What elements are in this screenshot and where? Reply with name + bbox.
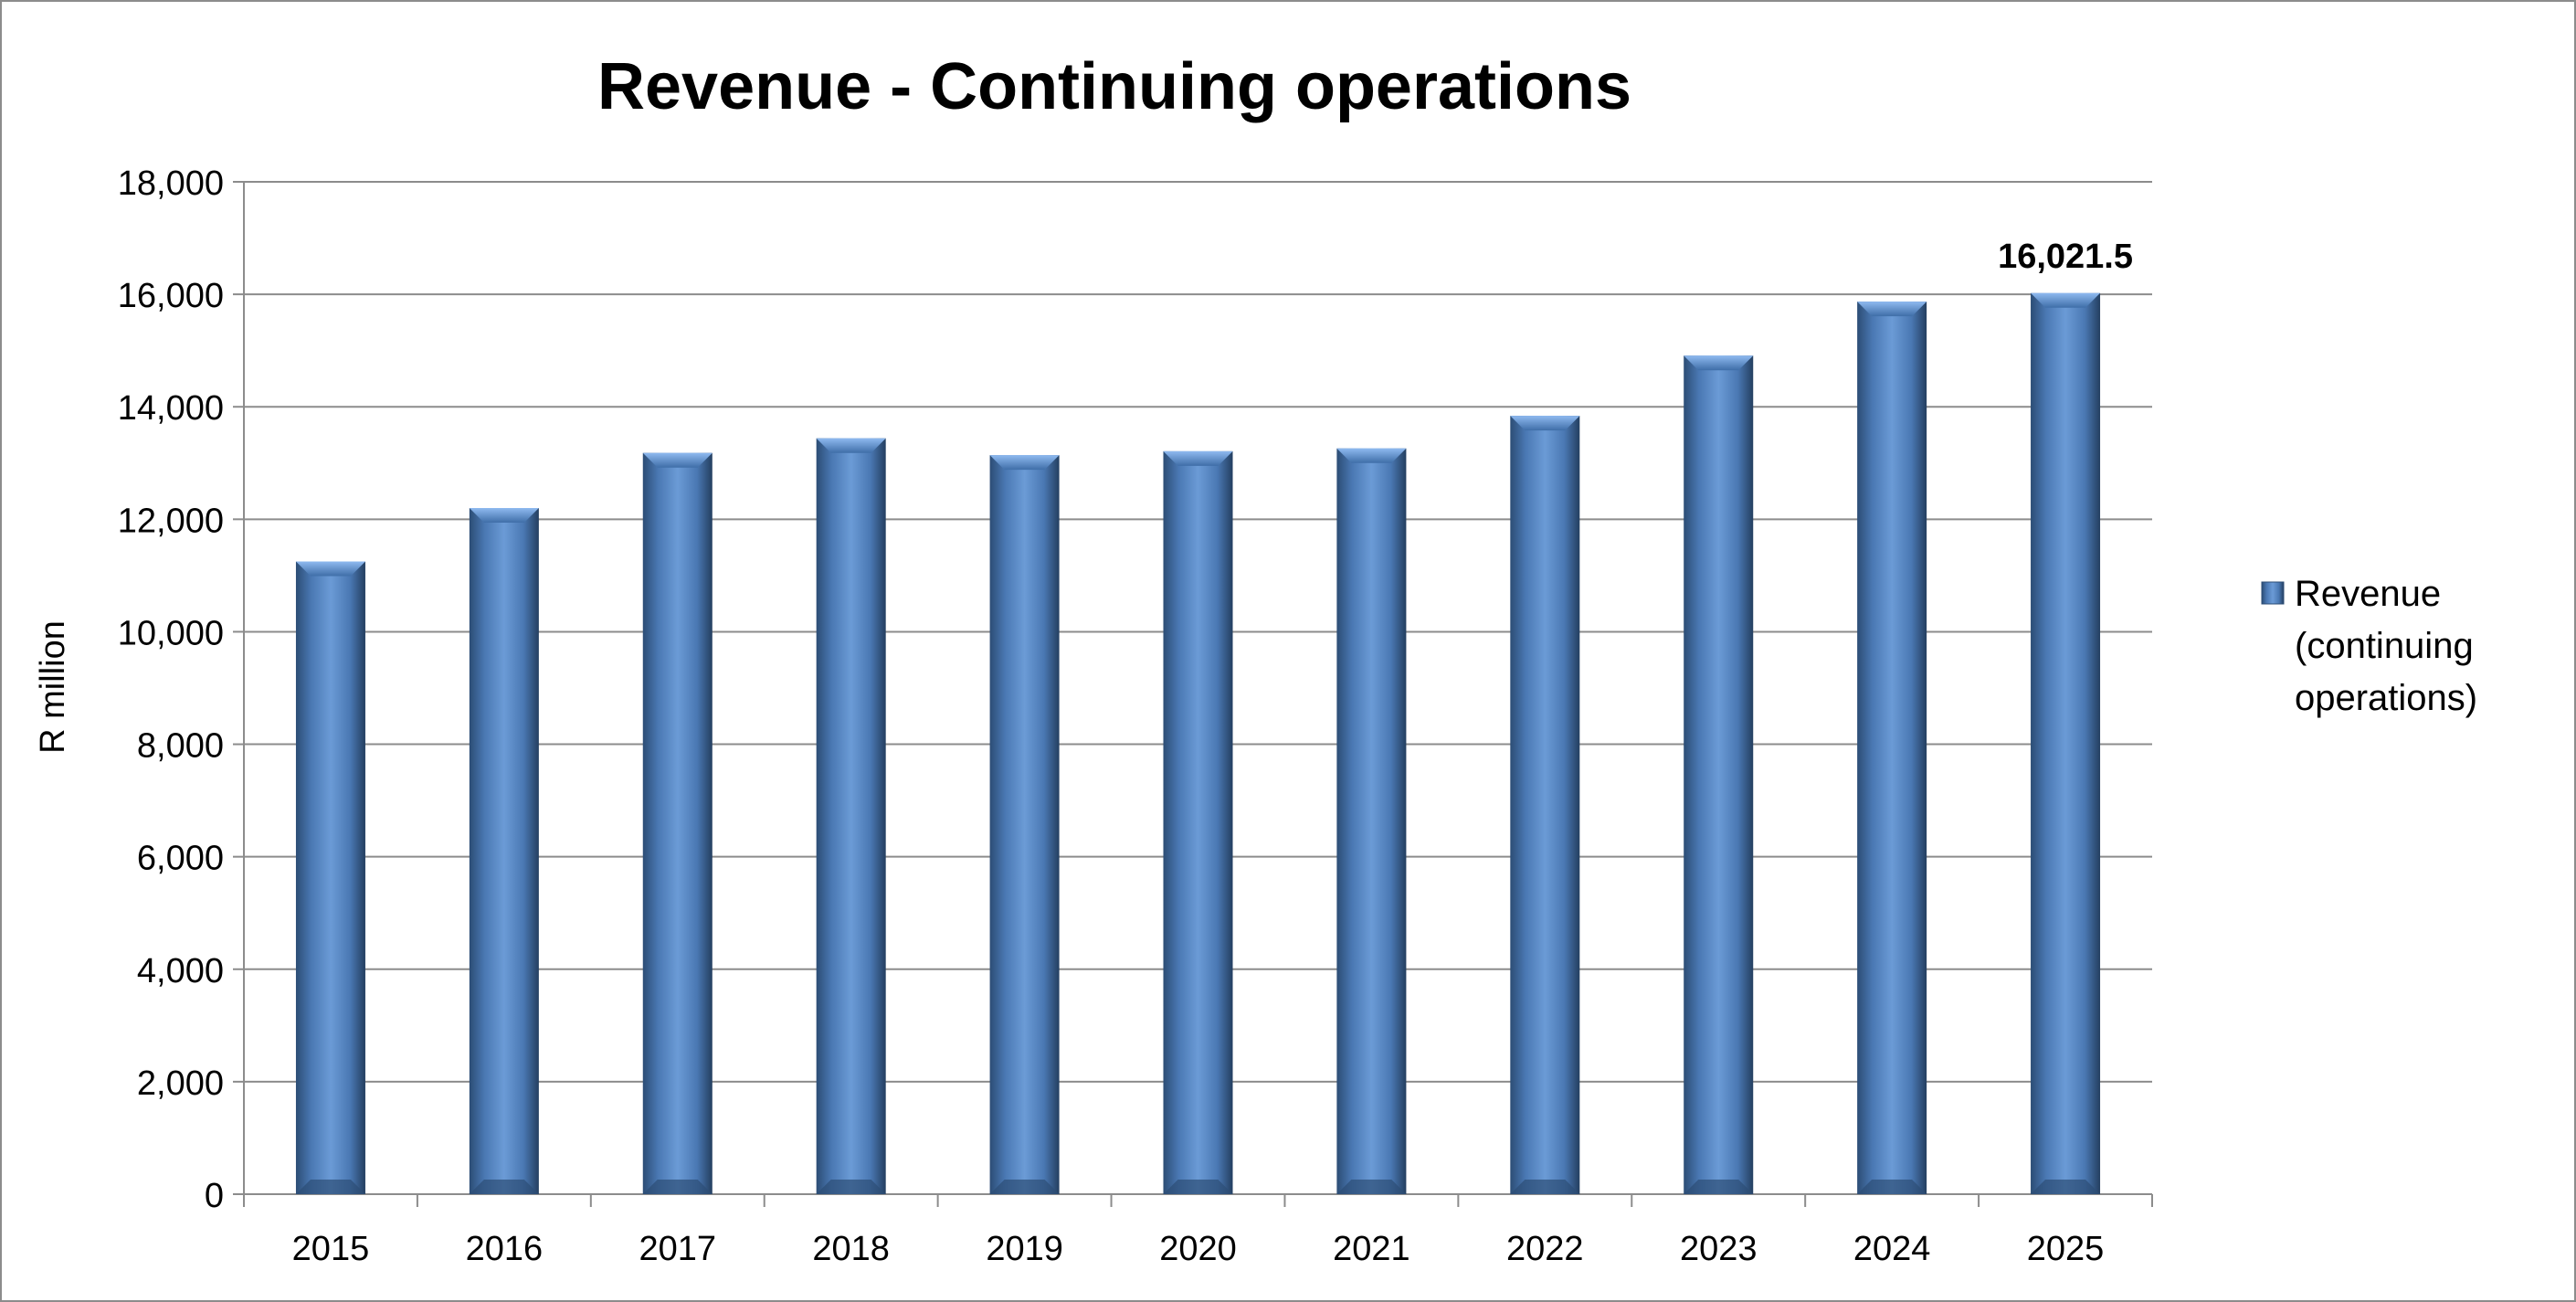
bar-cap <box>816 438 886 453</box>
bar-base <box>1510 1180 1580 1194</box>
y-tick-label: 2,000 <box>137 1064 224 1103</box>
bar-cap <box>642 452 713 468</box>
y-tick-label: 12,000 <box>118 502 224 540</box>
legend-label-line-3: operations) <box>2295 678 2477 718</box>
bar-base <box>1857 1180 1927 1194</box>
y-axis-title: R million <box>34 620 72 754</box>
legend-label-line-2: (continuing <box>2295 626 2474 666</box>
x-tick-label: 2023 <box>1680 1230 1758 1268</box>
bar-base <box>642 1180 713 1194</box>
bar-2022 <box>1510 416 1580 1194</box>
bar-base <box>2031 1180 2101 1194</box>
bar-2023 <box>1684 355 1754 1194</box>
bar-cap <box>2031 292 2101 308</box>
bar-base <box>295 1180 365 1194</box>
bar-2018 <box>816 438 886 1194</box>
bar-2015 <box>295 561 365 1194</box>
y-tick-label: 14,000 <box>118 389 224 428</box>
x-tick-label: 2020 <box>1159 1230 1237 1268</box>
y-tick-label: 10,000 <box>118 614 224 652</box>
bar-cap <box>469 508 539 524</box>
y-tick-label: 18,000 <box>118 164 224 203</box>
x-tick-label: 2018 <box>812 1230 890 1268</box>
bar-2025 <box>2031 292 2101 1194</box>
bar-2024 <box>1857 302 1927 1194</box>
bar-cap <box>1857 302 1927 317</box>
data-label: 16,021.5 <box>1998 238 2133 276</box>
x-tick-label: 2015 <box>292 1230 370 1268</box>
tick-labels: 0 2,000 4,000 6,000 8,000 10,000 12,000 14,000 1… <box>118 164 2133 1268</box>
bar-base <box>989 1180 1060 1194</box>
bars <box>295 292 2101 1195</box>
y-tick-label: 16,000 <box>118 277 224 315</box>
x-tick-label: 2019 <box>986 1230 1063 1268</box>
bar-base <box>1336 1180 1407 1194</box>
y-tick-label: 4,000 <box>137 952 224 990</box>
bar-cap <box>989 455 1060 471</box>
legend-label-line-1: Revenue <box>2295 574 2441 614</box>
x-tick-label: 2017 <box>639 1230 716 1268</box>
legend-swatch <box>2261 581 2285 605</box>
y-tick-label: 6,000 <box>137 840 224 878</box>
bar-base <box>1163 1180 1233 1194</box>
bar-2019 <box>989 455 1060 1194</box>
x-tick-label: 2022 <box>1506 1230 1584 1268</box>
bar-cap <box>295 561 365 577</box>
bar-2017 <box>642 452 713 1195</box>
chart-title: Revenue - Continuing operations <box>597 50 1631 123</box>
x-tick-label: 2021 <box>1333 1230 1410 1268</box>
bar-2020 <box>1163 450 1233 1195</box>
bar-cap <box>1336 448 1407 463</box>
bar-2016 <box>469 508 539 1194</box>
bar-cap <box>1510 416 1580 431</box>
y-tick-label: 0 <box>205 1177 224 1215</box>
x-tick-label: 2024 <box>1853 1230 1931 1268</box>
bar-2021 <box>1336 448 1407 1195</box>
bar-cap <box>1163 450 1233 466</box>
y-tick-label: 8,000 <box>137 727 224 766</box>
bar-base <box>1684 1180 1754 1194</box>
bar-cap <box>1684 355 1754 371</box>
bar-base <box>469 1180 539 1194</box>
x-tick-label: 2025 <box>2027 1230 2105 1268</box>
legend: Revenue (continuing operations) <box>2261 574 2477 718</box>
bar-base <box>816 1180 886 1194</box>
x-tick-label: 2016 <box>466 1230 544 1268</box>
